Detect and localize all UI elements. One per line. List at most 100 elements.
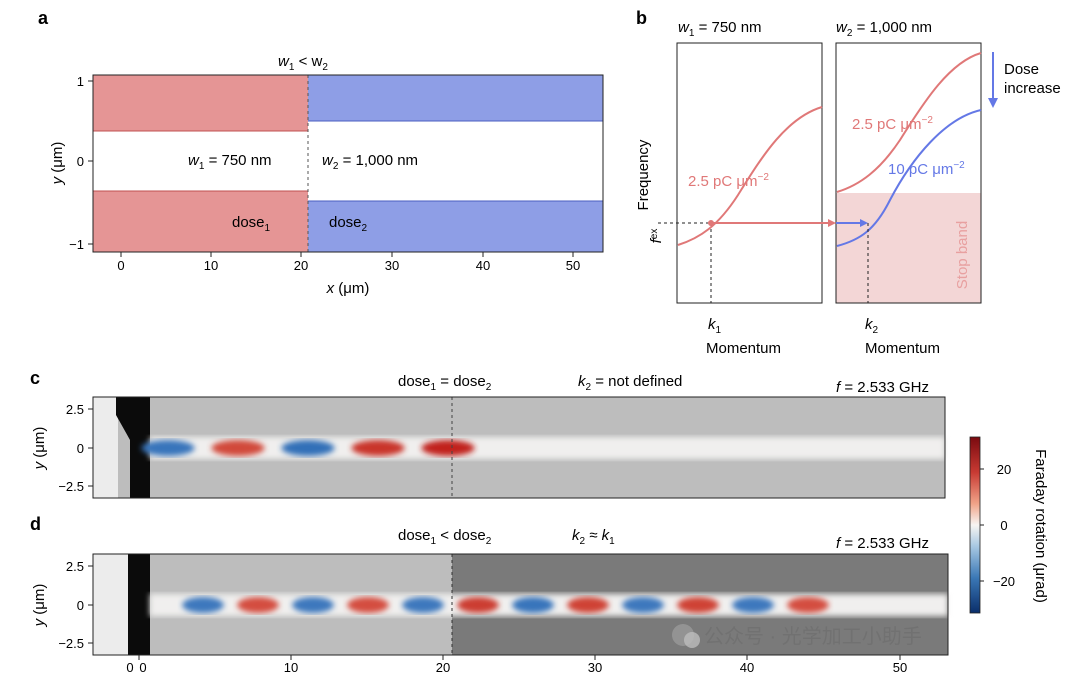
c-annotation1: dose1 = dose2 [398, 373, 492, 393]
c-ylabel: y (μm) [31, 427, 48, 471]
a-ytick: 0 [77, 154, 84, 169]
c-wave-lobe [351, 440, 405, 456]
d-xtick: 40 [740, 660, 754, 675]
b-ylabel: Frequency [635, 139, 652, 210]
d-annotation1: dose1 < dose2 [398, 527, 492, 547]
b-left-curve-label: 2.5 pC μm−2 [688, 172, 769, 190]
c-ytick: 0 [77, 441, 84, 456]
w2-lower-blue-region [308, 201, 603, 252]
a-w1-label: w1 = 750 nm [188, 152, 272, 172]
a-ylabel: y (μm) [49, 142, 66, 186]
w1-upper-red-region [93, 75, 308, 131]
a-xtick: 50 [566, 258, 580, 273]
d-xtick: 0 [139, 660, 146, 675]
a-xtick: 10 [204, 258, 218, 273]
c-waveguide [150, 437, 945, 459]
d-spin-waves [182, 597, 829, 613]
c-ytick: 2.5 [66, 402, 84, 417]
b-red-arrowhead [828, 219, 836, 227]
panel-c-label: c [30, 368, 40, 388]
a-top-annotation: w1 < w2 [278, 53, 328, 73]
b-right-red-label: 2.5 pC μm−2 [852, 115, 933, 133]
d-ytick: 2.5 [66, 559, 84, 574]
b-right-blue-curve [836, 109, 982, 247]
a-dose1-label: dose1 [232, 214, 271, 234]
colorbar: 20 0 −20 Faraday rotation (μrad) [969, 436, 1049, 614]
c-wave-lobe [281, 440, 335, 456]
d-xtick: 50 [893, 660, 907, 675]
d-xtick: 30 [588, 660, 602, 675]
a-xtick: 40 [476, 258, 490, 273]
b-stop-band-label: Stop band [954, 221, 971, 289]
panel-a-frame [92, 74, 604, 253]
panel-c-map [92, 396, 946, 499]
b-dose-increase-line2: increase [1004, 80, 1061, 97]
a-xtick: 20 [294, 258, 308, 273]
d-wave-lobe [347, 597, 389, 613]
a-xlabel: x (μm) [326, 280, 370, 297]
a-dose2-label: dose2 [329, 214, 368, 234]
c-dark-edge [116, 397, 150, 498]
c-spin-waves [141, 440, 475, 456]
colorbar-tick: −20 [993, 574, 1015, 589]
d-wave-lobe [732, 597, 774, 613]
b-left-title: w1 = 750 nm [678, 19, 762, 39]
panel-a-label: a [38, 8, 49, 28]
colorbar-label: Faraday rotation (μrad) [1032, 449, 1049, 603]
stop-band-region [836, 193, 981, 303]
b-blue-arrowhead [860, 219, 868, 227]
b-dose-increase-line1: Dose [1004, 61, 1039, 78]
b-k1-label: k1 [708, 316, 722, 336]
d-annotation2: k2 ≈ k1 [572, 527, 615, 547]
c-wave-lobe [141, 440, 195, 456]
d-wave-lobe [237, 597, 279, 613]
panel-b-label: b [636, 8, 647, 28]
b-fex-label: fex [648, 229, 665, 244]
d-wave-lobe [622, 597, 664, 613]
b-k2-label: k2 [865, 316, 879, 336]
d-wave-lobe [292, 597, 334, 613]
b-xlabel-left: Momentum [706, 340, 781, 357]
watermark-text: 公众号 · 光学加工小助手 [704, 625, 922, 648]
b-xlabel-right: Momentum [865, 340, 940, 357]
c-annotation2: k2 = not defined [578, 373, 682, 393]
b-right-title: w2 = 1,000 nm [836, 19, 932, 39]
panel-d-x-axis: 0 0 10 20 30 40 50 [126, 655, 907, 675]
a-ytick: 1 [77, 74, 84, 89]
c-frequency: f = 2.533 GHz [836, 379, 929, 396]
panel-d-label: d [30, 514, 41, 534]
d-wave-lobe [402, 597, 444, 613]
d-xtick: 20 [436, 660, 450, 675]
b-right-red-curve [836, 52, 982, 193]
a-w2-label: w2 = 1,000 nm [322, 152, 418, 172]
b-right-plot [835, 42, 982, 304]
w2-upper-blue-region [308, 75, 603, 121]
dose-increase-arrowhead [988, 98, 998, 108]
colorbar-tick: 20 [997, 462, 1011, 477]
panel-c-y-axis: 2.5 0 −2.5 y (μm) [31, 402, 93, 494]
d-wave-lobe [457, 597, 499, 613]
d-xtick-extra: 0 [126, 660, 133, 675]
d-ylabel: y (μm) [31, 584, 48, 628]
w1-lower-red-region [93, 191, 308, 252]
b-left-dispersion-curve [677, 106, 823, 246]
c-wave-lobe [211, 440, 265, 456]
d-ytick: −2.5 [58, 636, 84, 651]
a-ytick: −1 [69, 237, 84, 252]
panel-d-map [92, 553, 949, 656]
a-xtick: 0 [117, 258, 124, 273]
watermark: 公众号 · 光学加工小助手 [672, 624, 922, 648]
panel-a-plot [92, 74, 604, 253]
d-wave-lobe [567, 597, 609, 613]
d-wave-lobe [677, 597, 719, 613]
panel-d-y-axis: 2.5 0 −2.5 y (μm) [31, 559, 93, 651]
d-ytick: 0 [77, 598, 84, 613]
b-right-blue-label: 10 pC μm−2 [888, 160, 965, 178]
d-wave-lobe [787, 597, 829, 613]
panel-a-y-axis: 1 0 −1 y (μm) [49, 74, 93, 252]
d-wave-lobe [512, 597, 554, 613]
c-wave-lobe [421, 440, 475, 456]
panel-a-x-axis: 0 10 20 30 40 50 x (μm) [117, 252, 580, 297]
colorbar-tick: 0 [1000, 518, 1007, 533]
